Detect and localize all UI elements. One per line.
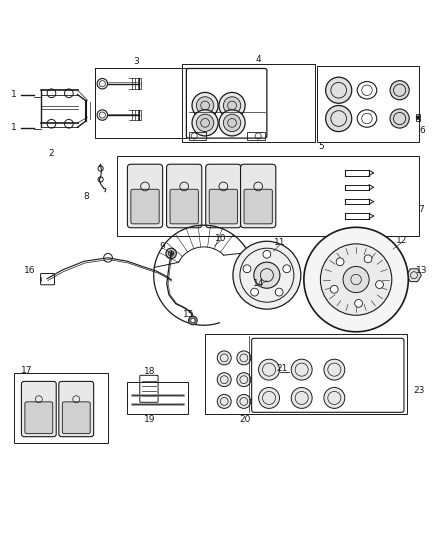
Text: 7: 7 xyxy=(418,205,424,214)
Circle shape xyxy=(258,387,279,408)
Text: 5: 5 xyxy=(318,142,324,151)
Circle shape xyxy=(196,97,214,114)
Circle shape xyxy=(269,369,273,373)
Text: 20: 20 xyxy=(240,415,251,424)
Circle shape xyxy=(219,92,245,118)
FancyBboxPatch shape xyxy=(240,164,276,228)
FancyBboxPatch shape xyxy=(59,382,94,437)
Text: 13: 13 xyxy=(416,266,427,276)
Circle shape xyxy=(191,318,195,322)
Text: 8: 8 xyxy=(83,192,89,201)
Text: 4: 4 xyxy=(255,55,261,64)
Circle shape xyxy=(243,265,251,273)
Circle shape xyxy=(275,288,283,296)
Circle shape xyxy=(416,116,420,119)
Circle shape xyxy=(223,97,241,114)
Circle shape xyxy=(166,248,177,259)
Text: 10: 10 xyxy=(215,233,227,243)
Circle shape xyxy=(390,109,409,128)
Text: 14: 14 xyxy=(252,279,264,288)
Circle shape xyxy=(254,262,280,288)
Circle shape xyxy=(324,387,345,408)
Text: 9: 9 xyxy=(159,243,165,252)
Circle shape xyxy=(291,359,312,380)
Circle shape xyxy=(263,251,271,258)
Circle shape xyxy=(251,288,258,296)
Text: 21: 21 xyxy=(276,364,288,373)
FancyBboxPatch shape xyxy=(62,402,90,434)
Circle shape xyxy=(217,351,231,365)
FancyBboxPatch shape xyxy=(166,164,202,228)
Circle shape xyxy=(233,241,301,309)
Circle shape xyxy=(330,285,338,293)
FancyBboxPatch shape xyxy=(25,402,53,434)
Circle shape xyxy=(321,244,392,315)
Bar xyxy=(416,114,420,120)
Circle shape xyxy=(324,359,345,380)
Circle shape xyxy=(217,394,231,408)
Text: 2: 2 xyxy=(49,149,54,158)
FancyBboxPatch shape xyxy=(21,382,56,437)
Text: 11: 11 xyxy=(274,238,286,247)
Text: 3: 3 xyxy=(134,58,139,67)
Circle shape xyxy=(97,78,108,89)
FancyBboxPatch shape xyxy=(131,189,159,224)
Text: 1: 1 xyxy=(11,123,17,132)
Bar xyxy=(117,156,419,236)
Circle shape xyxy=(192,110,218,136)
Text: 1: 1 xyxy=(11,90,17,99)
Text: 15: 15 xyxy=(183,310,194,319)
Circle shape xyxy=(355,300,363,308)
Text: 23: 23 xyxy=(413,386,425,395)
Circle shape xyxy=(325,77,352,103)
Text: 16: 16 xyxy=(24,266,35,276)
Bar xyxy=(14,373,108,443)
Text: 6: 6 xyxy=(420,126,426,135)
Circle shape xyxy=(325,106,352,132)
FancyBboxPatch shape xyxy=(206,164,241,228)
Circle shape xyxy=(188,316,197,325)
Circle shape xyxy=(291,387,312,408)
FancyBboxPatch shape xyxy=(209,189,237,224)
Circle shape xyxy=(283,265,291,273)
Circle shape xyxy=(273,369,278,373)
Text: 18: 18 xyxy=(144,367,155,376)
Text: 17: 17 xyxy=(21,366,32,375)
Circle shape xyxy=(336,258,344,265)
Circle shape xyxy=(237,351,251,365)
Circle shape xyxy=(196,114,214,132)
Circle shape xyxy=(304,228,408,332)
Circle shape xyxy=(223,114,241,132)
Bar xyxy=(317,66,419,142)
Text: 19: 19 xyxy=(144,415,155,424)
Circle shape xyxy=(97,110,108,120)
Circle shape xyxy=(390,80,409,100)
Bar xyxy=(205,334,407,415)
FancyBboxPatch shape xyxy=(244,189,272,224)
FancyBboxPatch shape xyxy=(127,164,162,228)
Bar xyxy=(188,132,206,140)
Circle shape xyxy=(219,110,245,136)
Circle shape xyxy=(237,373,251,386)
Circle shape xyxy=(192,92,218,118)
Bar xyxy=(127,382,187,415)
Text: 12: 12 xyxy=(396,236,407,245)
Circle shape xyxy=(258,359,279,380)
Circle shape xyxy=(237,394,251,408)
Bar xyxy=(247,132,265,140)
Circle shape xyxy=(376,280,383,288)
Circle shape xyxy=(343,266,369,293)
Circle shape xyxy=(217,373,231,386)
Circle shape xyxy=(364,255,372,263)
FancyBboxPatch shape xyxy=(170,189,198,224)
